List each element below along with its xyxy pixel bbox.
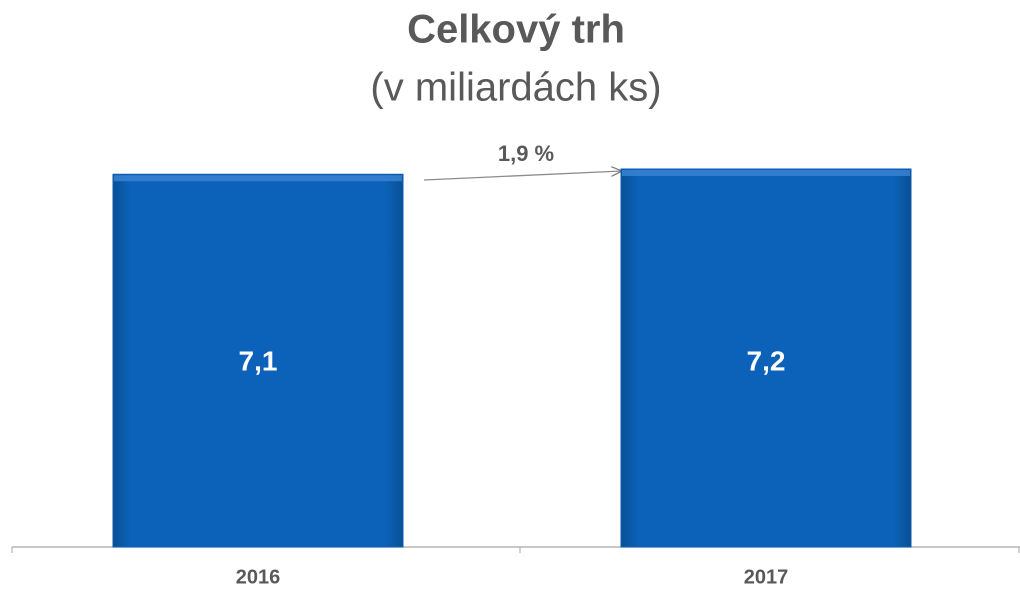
bar-bevel (622, 170, 910, 176)
bar-bevel (114, 175, 402, 182)
bar (620, 168, 912, 548)
bar (112, 173, 404, 548)
chart-title: Celkový trh (407, 8, 625, 52)
x-tick-label: 2017 (744, 566, 789, 588)
annotation: 1,9 % (498, 141, 554, 166)
value-label: 7,1 (239, 345, 278, 376)
value-label: 7,2 (747, 345, 786, 376)
growth-arrow (423, 171, 622, 181)
x-tick-label: 2016 (236, 566, 281, 588)
chart-subtitle: (v miliardách ks) (370, 66, 661, 110)
